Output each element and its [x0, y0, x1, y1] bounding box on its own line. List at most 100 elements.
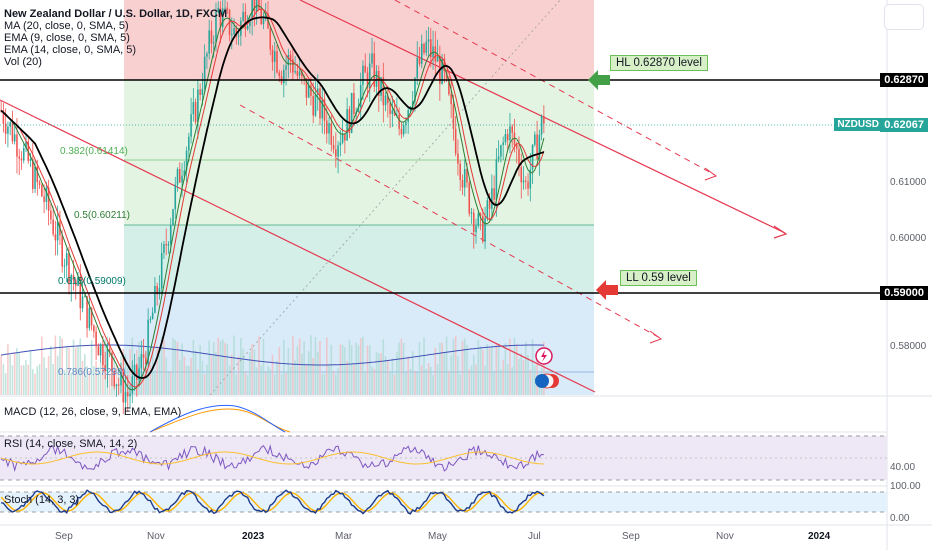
volume-bar — [396, 351, 398, 395]
candle-body — [70, 275, 73, 285]
volume-bar — [418, 342, 421, 395]
volume-bar — [210, 355, 213, 395]
volume-bar — [197, 369, 199, 395]
candle-body — [283, 69, 285, 84]
candle-body — [88, 307, 91, 329]
volume-bar — [497, 343, 500, 395]
chart-legend: New Zealand Dollar / U.S. Dollar, 1D, FX… — [4, 8, 227, 68]
candle-body — [371, 53, 373, 64]
candle-body — [452, 104, 455, 129]
hl-level-label[interactable]: HL 0.62870 level — [610, 55, 708, 71]
candle-body — [122, 372, 125, 403]
legend-vol[interactable]: Vol (20) — [4, 56, 42, 68]
channel-upper-line[interactable] — [299, 0, 786, 234]
candle-body — [468, 182, 471, 214]
candle-body — [31, 158, 34, 189]
volume-bar — [52, 364, 54, 395]
candle-body — [502, 142, 504, 146]
volume-bar — [29, 350, 32, 395]
volume-bar — [183, 356, 186, 395]
volume-bar — [461, 340, 464, 395]
candle-body — [251, 0, 253, 21]
volume-bar — [314, 336, 317, 395]
volume-bar — [346, 360, 348, 395]
legend-ma[interactable]: MA (20, close, 0, SMA, 5) — [4, 20, 129, 32]
volume-bar — [192, 339, 195, 395]
volume-bar — [20, 365, 23, 395]
candle-body — [61, 235, 63, 267]
volume-bar — [518, 358, 520, 395]
candle-body — [264, 13, 267, 19]
candle-body — [47, 187, 50, 211]
volume-bar — [253, 349, 256, 395]
volume-bar — [321, 373, 324, 395]
ll-level-label[interactable]: LL 0.59 level — [620, 270, 697, 286]
candle-body — [188, 136, 190, 151]
macd-label[interactable]: MACD (12, 26, close, 9, EMA, EMA) — [4, 406, 182, 418]
candle-body — [77, 276, 79, 286]
volume-bar — [65, 346, 68, 395]
candle-body — [167, 243, 170, 246]
candle-body — [120, 372, 122, 386]
rsi-ma-line — [0, 451, 544, 465]
candle-body — [411, 101, 414, 108]
candle-body — [224, 7, 226, 9]
chart-settings-button[interactable] — [884, 4, 924, 30]
candle-body — [482, 215, 484, 242]
candle-body — [133, 364, 136, 377]
fib-label-0786: 0.786(0.57298) — [58, 367, 126, 378]
candle-body — [163, 244, 165, 253]
channel-upper-arrowhead — [773, 225, 788, 239]
candle-body — [117, 384, 120, 386]
time-tick-sep: Sep — [55, 531, 73, 542]
dashed-channel-top[interactable] — [394, 0, 716, 176]
volume-bar — [124, 354, 127, 395]
candle-body — [448, 78, 450, 95]
volume-bar — [163, 339, 165, 395]
candle-body — [450, 94, 452, 105]
volume-bar — [11, 365, 14, 395]
candle-body — [11, 122, 14, 142]
stoch-label[interactable]: Stoch (14, 3, 3) — [4, 494, 80, 506]
volume-bar — [172, 338, 174, 395]
candle-body — [509, 126, 511, 141]
rsi-label[interactable]: RSI (14, close, SMA, 14, 2) — [4, 438, 138, 450]
candle-body — [244, 11, 247, 30]
ema14-line — [0, 8, 545, 388]
candle-body — [63, 265, 66, 267]
flag-event-icon-3[interactable] — [535, 374, 549, 388]
candle-body — [43, 196, 45, 203]
volume-bar — [212, 342, 215, 395]
legend-ema14[interactable]: EMA (14, close, 0, SMA, 5) — [4, 44, 137, 56]
legend-ema9[interactable]: EMA (9, close, 0, SMA, 5) — [4, 32, 130, 44]
volume-bar — [70, 372, 73, 395]
volume-bar — [348, 339, 351, 395]
volume-bar — [90, 340, 93, 395]
volume-bar — [459, 374, 461, 395]
volume-bar — [375, 351, 378, 395]
candle-body — [536, 134, 538, 160]
candle-body — [402, 125, 405, 135]
volume-bar — [4, 373, 7, 395]
volume-bar — [31, 369, 34, 395]
candle-body — [486, 200, 489, 218]
candle-body — [289, 54, 292, 60]
channel-lower-line[interactable] — [0, 99, 596, 393]
candle-body — [405, 121, 407, 126]
candle-body — [72, 275, 75, 281]
candle-body — [457, 153, 459, 164]
dashed-channel-bottom[interactable] — [239, 104, 661, 339]
volume-bar — [373, 369, 376, 395]
candle-body — [45, 187, 48, 203]
ll-price-tag: 0.59000 — [880, 286, 928, 300]
volume-bars — [0, 335, 545, 395]
volume-bar — [301, 353, 303, 395]
volume-bar — [149, 364, 152, 395]
candle-body — [420, 43, 423, 64]
fib-label-0618: 0.618(0.59009) — [58, 276, 126, 287]
volume-bar — [432, 374, 434, 395]
volume-bar — [303, 341, 305, 395]
volume-bar — [463, 338, 466, 395]
stoch-tick-100: 100.00 — [890, 481, 921, 492]
